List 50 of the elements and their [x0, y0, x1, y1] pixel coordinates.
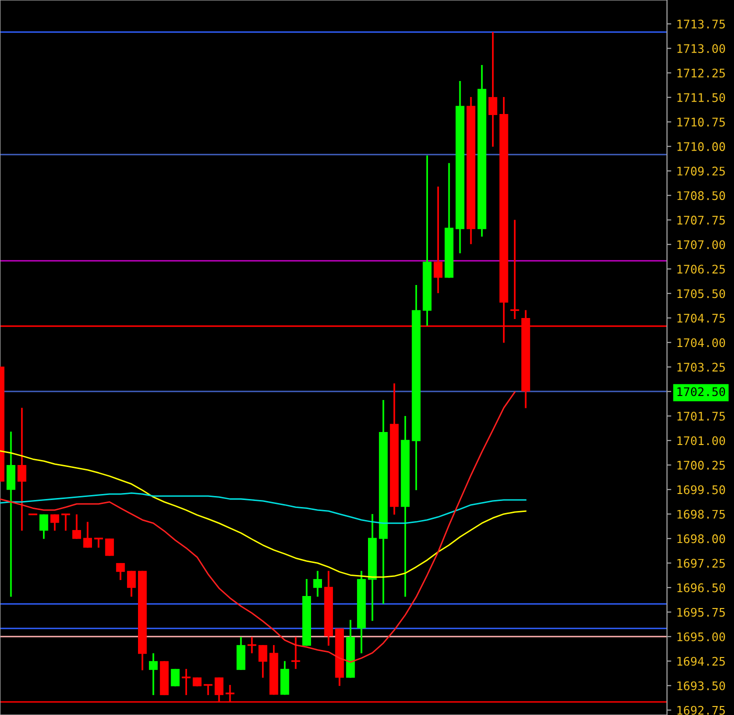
- y-tick-label: 1707.00: [677, 240, 726, 250]
- candlestick: [258, 644, 268, 679]
- y-tick-label: 1692.75: [677, 706, 725, 715]
- y-tick-label: 1702.50: [677, 387, 726, 396]
- candlestick: [39, 514, 48, 540]
- line-series: [0, 450, 526, 578]
- y-tick-label: 1706.25: [677, 264, 725, 274]
- y-tick-label: 1709.25: [677, 166, 725, 176]
- y-tick-label: 1708.50: [677, 191, 726, 200]
- y-tick-label: 1695.00: [677, 632, 726, 642]
- candlestick: [290, 636, 301, 670]
- candlestick: [105, 538, 114, 557]
- y-tick-label: 1696.50: [677, 583, 726, 592]
- y-tick-label: 1710.00: [677, 142, 726, 152]
- line-series: [0, 492, 526, 524]
- y-tick-label: 1707.75: [677, 216, 725, 225]
- candlestick: [313, 570, 322, 598]
- y-tick-label: 1703.25: [677, 362, 725, 372]
- candlestick: [50, 514, 60, 532]
- y-tick-label: 1710.75: [677, 118, 725, 127]
- y-tick-label: 1701.00: [677, 436, 726, 446]
- y-tick-label: 1705.50: [677, 289, 726, 298]
- candlestick: [180, 668, 192, 696]
- y-tick-label: 1694.25: [677, 656, 725, 666]
- line-series: [0, 391, 516, 663]
- y-tick-label: 1695.75: [677, 608, 725, 617]
- y-tick-label: 1704.00: [677, 338, 726, 348]
- y-tick-label: 1699.50: [677, 485, 726, 494]
- y-tick-label: 1693.50: [677, 681, 726, 690]
- y-tick-label: 1713.00: [677, 44, 726, 54]
- y-tick-label: 1698.00: [677, 534, 726, 544]
- candlestick: [148, 652, 158, 696]
- y-tick-label: 1700.25: [677, 460, 725, 470]
- candlestick: [116, 562, 125, 581]
- y-tick-label: 1712.25: [677, 68, 725, 78]
- y-tick-label: 1701.75: [677, 412, 725, 421]
- y-tick-label: 1697.25: [677, 558, 725, 568]
- candlestick: [434, 186, 442, 294]
- candlestick: [127, 570, 136, 598]
- candlestick: [246, 636, 258, 654]
- candlestick: [488, 31, 498, 148]
- candlestick: [202, 684, 214, 696]
- y-tick-label: 1704.75: [677, 314, 725, 323]
- y-tick-label: 1713.75: [677, 20, 725, 29]
- candlestick: [83, 521, 92, 549]
- y-tick-label: 1711.50: [677, 93, 726, 102]
- candlestick: [93, 538, 104, 549]
- candlestick: [72, 514, 82, 540]
- y-tick-label: 1698.75: [677, 510, 725, 519]
- candlestick: [18, 406, 26, 532]
